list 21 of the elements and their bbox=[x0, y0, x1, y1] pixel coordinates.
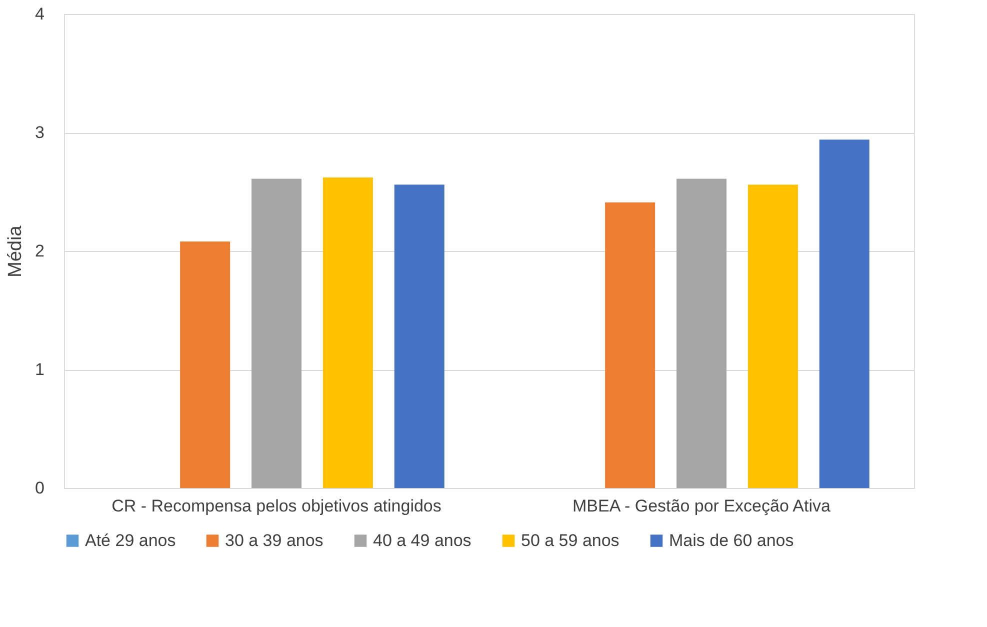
bar bbox=[748, 184, 798, 488]
bar bbox=[819, 140, 870, 488]
bar bbox=[605, 202, 656, 488]
legend-label: 40 a 49 anos bbox=[373, 530, 472, 550]
bar bbox=[322, 178, 373, 488]
legend-label: Mais de 60 anos bbox=[669, 530, 794, 550]
y-tick-label: 3 bbox=[35, 123, 44, 142]
bar bbox=[180, 242, 230, 488]
x-tick-label: MBEA - Gestão por Exceção Ativa bbox=[572, 496, 832, 516]
bar bbox=[252, 178, 302, 488]
y-tick-label: 0 bbox=[35, 478, 44, 498]
bar bbox=[394, 184, 444, 488]
legend-label: Até 29 anos bbox=[85, 530, 176, 550]
bar bbox=[676, 178, 726, 488]
y-tick-label: 2 bbox=[35, 242, 44, 260]
y-axis-title: Média bbox=[5, 225, 26, 278]
legend-label: 30 a 39 anos bbox=[225, 530, 324, 550]
y-tick-label: 4 bbox=[35, 4, 44, 24]
legend-label: 50 a 59 anos bbox=[521, 530, 620, 550]
x-tick-label: CR - Recompensa pelos objetivos atingidos bbox=[112, 496, 442, 516]
y-tick-label: 1 bbox=[35, 360, 44, 379]
